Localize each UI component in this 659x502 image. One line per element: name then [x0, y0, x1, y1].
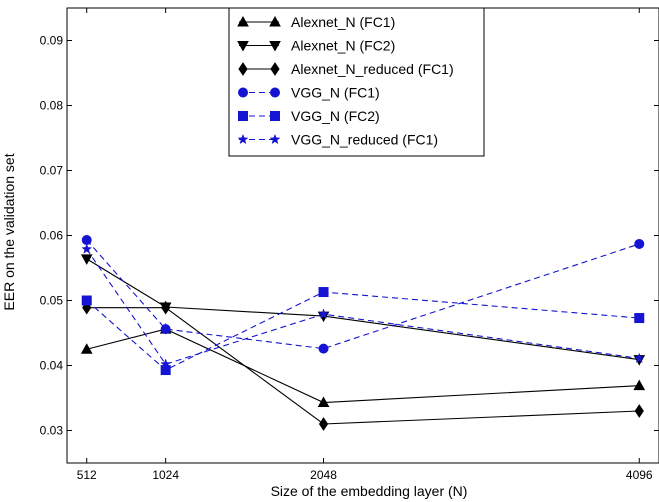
legend-marker — [237, 15, 249, 27]
y-tick-label: 0.06 — [40, 229, 64, 243]
data-point — [161, 300, 171, 315]
y-axis-label: EER on the validation set — [1, 153, 17, 310]
legend-label: Alexnet_N_reduced (FC1) — [291, 61, 454, 77]
series-line — [86, 291, 640, 371]
series-line — [86, 307, 640, 425]
legend-label: Alexnet_N (FC1) — [291, 14, 395, 30]
data-point — [81, 295, 92, 306]
data-point — [633, 352, 645, 363]
legend-marker — [270, 111, 280, 121]
series-line — [86, 248, 640, 365]
series-layer — [80, 235, 646, 431]
y-tick-label: 0.03 — [40, 424, 64, 438]
x-tick-label: 4096 — [626, 468, 653, 482]
y-axis: 0.03 0.04 0.05 0.06 0.07 0.08 0.09 — [40, 34, 659, 438]
data-point — [318, 343, 329, 354]
legend-label: VGG_N_reduced (FC1) — [291, 132, 438, 148]
legend-marker — [269, 41, 281, 52]
series-line — [86, 239, 640, 350]
data-point — [80, 343, 93, 354]
y-tick-label: 0.05 — [40, 294, 64, 308]
legend-label: Alexnet_N (FC2) — [291, 38, 395, 54]
legend-entry: VGG_N (FC1) — [238, 85, 380, 101]
data-point — [318, 308, 329, 319]
y-tick-label: 0.08 — [40, 99, 64, 113]
x-tick-label: 1024 — [152, 468, 179, 482]
data-point — [634, 238, 645, 249]
legend-marker — [237, 41, 249, 52]
legend-entry: VGG_N_reduced (FC1) — [237, 132, 438, 148]
series-3 — [81, 235, 645, 354]
legend-label: VGG_N (FC2) — [291, 108, 380, 124]
legend-entry: Alexnet_N (FC1) — [237, 14, 395, 30]
legend: Alexnet_N (FC1) Alexnet_N (FC2) Alexnet_N_… — [228, 7, 485, 157]
legend-entry: Alexnet_N (FC2) — [237, 38, 395, 54]
data-point — [317, 396, 330, 408]
legend-marker — [238, 62, 248, 76]
series-line — [86, 258, 640, 361]
data-point — [160, 324, 171, 335]
data-point — [160, 365, 171, 376]
legend-marker — [269, 15, 281, 27]
legend-entry: Alexnet_N_reduced (FC1) — [238, 61, 454, 77]
data-point — [81, 235, 92, 246]
data-point — [318, 287, 329, 298]
data-point — [633, 379, 646, 391]
series-4 — [81, 287, 645, 376]
data-point — [80, 254, 93, 265]
data-point — [81, 243, 93, 254]
x-tick-label: 512 — [77, 468, 97, 482]
legend-entry: VGG_N (FC2) — [238, 108, 380, 124]
legend-marker — [238, 87, 248, 98]
data-point — [634, 404, 644, 418]
data-point — [318, 417, 329, 431]
legend-marker — [270, 87, 280, 98]
x-tick-label: 2048 — [310, 468, 337, 482]
x-axis-label: Size of the embedding layer (N) — [271, 483, 468, 499]
legend-label: VGG_N (FC1) — [291, 85, 380, 101]
legend-marker — [269, 133, 281, 145]
data-point — [634, 313, 645, 324]
legend-box — [228, 7, 485, 157]
legend-marker — [237, 133, 249, 145]
legend-marker — [238, 111, 248, 121]
y-tick-label: 0.09 — [40, 34, 64, 48]
data-point — [160, 358, 172, 369]
y-tick-label: 0.04 — [40, 359, 64, 373]
y-tick-label: 0.07 — [40, 164, 64, 178]
series-5 — [81, 243, 645, 369]
legend-marker — [270, 62, 280, 76]
